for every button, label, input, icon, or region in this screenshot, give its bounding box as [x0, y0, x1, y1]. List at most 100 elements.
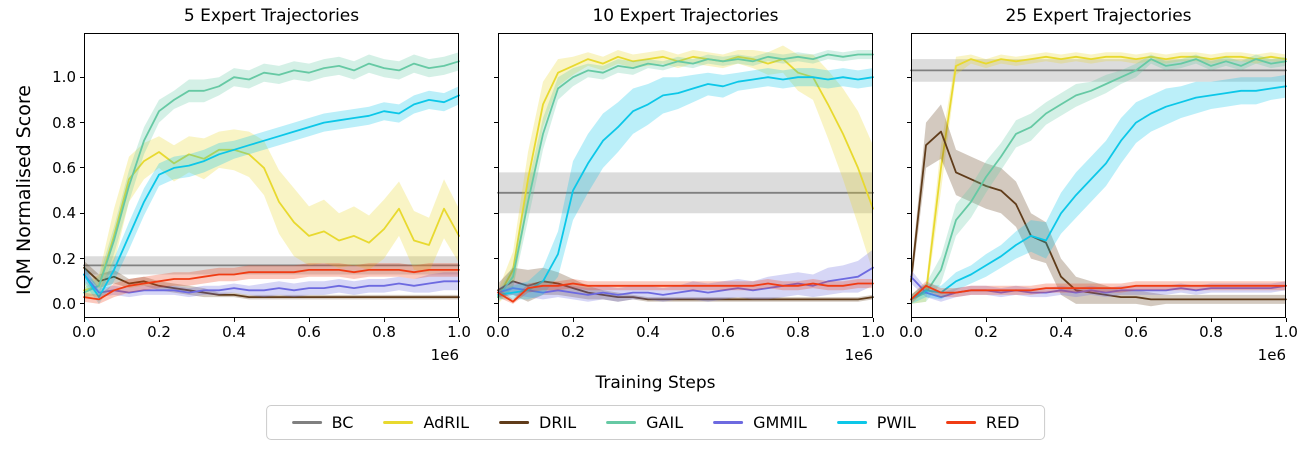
- adril-line: [83, 148, 460, 292]
- plot-title: 10 Expert Trajectories: [592, 6, 779, 26]
- y-tick: [907, 76, 911, 78]
- y-tick: [80, 212, 84, 214]
- y-tick: [494, 122, 498, 124]
- x-tick-label: 0.0: [486, 323, 510, 341]
- x-tick: [910, 318, 912, 322]
- x-tick: [722, 318, 724, 322]
- pwil-confidence-band: [84, 86, 459, 304]
- x-tick: [1135, 318, 1137, 322]
- x-tick: [797, 318, 799, 322]
- x-tick: [1060, 318, 1062, 322]
- gmmil-confidence-band: [84, 267, 459, 298]
- adril-confidence-band: [84, 129, 459, 298]
- x-tick-label: 0.4: [636, 323, 660, 341]
- legend-item-gmmil: GMMIL: [713, 413, 807, 432]
- dril-line: [83, 266, 460, 299]
- legend-item-adril: AdRIL: [383, 413, 469, 432]
- legend-item-red: RED: [945, 413, 1019, 432]
- y-tick: [80, 122, 84, 124]
- gail-line: [83, 60, 460, 294]
- y-tick-label: 0.0: [52, 294, 76, 313]
- red-confidence-band: [911, 281, 1286, 304]
- legend: BC AdRIL DRIL GAIL GMMIL PWIL RED: [265, 405, 1046, 440]
- pwil-line: [497, 76, 874, 296]
- y-tick-label: 0.8: [52, 113, 76, 132]
- legend-item-bc: BC: [291, 413, 354, 432]
- legend-swatch-gail: [606, 421, 637, 424]
- gail-line: [497, 53, 874, 299]
- x-axis-label: Training Steps: [595, 373, 716, 393]
- gmmil-confidence-band: [911, 269, 1286, 302]
- legend-swatch-red: [945, 421, 976, 424]
- red-line: [497, 282, 874, 303]
- y-tick-label: 0.2: [52, 249, 76, 268]
- gmmil-line: [83, 273, 460, 294]
- axes-frame: [911, 33, 1286, 318]
- gail-confidence-band: [911, 54, 1286, 304]
- x-tick: [233, 318, 235, 322]
- y-axis-label: IQM Normalised Score: [13, 85, 35, 295]
- subplot-5-expert-trajectories: 5 Expert Trajectories 0.0 0.2 0.4 0.6 0.8 1.0…: [52, 6, 471, 364]
- x-tick-label: 0.2: [561, 323, 585, 341]
- legend-item-dril: DRIL: [499, 413, 576, 432]
- y-tick: [80, 303, 84, 305]
- y-tick-label: 0.4: [52, 204, 76, 223]
- legend-item-pwil: PWIL: [836, 413, 916, 432]
- y-tick: [907, 122, 911, 124]
- legend-swatch-adril: [383, 421, 414, 424]
- legend-item-gail: GAIL: [606, 413, 683, 432]
- x-tick-label: 0.6: [711, 323, 735, 341]
- legend-label-dril: DRIL: [539, 413, 577, 432]
- y-tick: [907, 303, 911, 305]
- y-tick: [494, 76, 498, 78]
- gmmil-line: [497, 266, 874, 296]
- x-tick: [458, 318, 460, 322]
- dril-confidence-band: [84, 260, 459, 300]
- x-tick-label: 0.6: [297, 323, 321, 341]
- axes-frame: [84, 33, 459, 318]
- legend-label-gail: GAIL: [646, 413, 684, 432]
- y-tick: [494, 167, 498, 169]
- legend-label-bc: BC: [331, 413, 354, 432]
- x-tick: [647, 318, 649, 322]
- subplot-25-expert-trajectories: 25 Expert Trajectories 0.0 0.2 0.4 0.6 0.8 1.…: [899, 6, 1298, 364]
- y-tick: [907, 167, 911, 169]
- x-tick-label: 0.0: [899, 323, 923, 341]
- x-tick: [572, 318, 574, 322]
- x-tick: [158, 318, 160, 322]
- legend-label-gmmil: GMMIL: [753, 413, 807, 432]
- y-tick-label: 0.6: [52, 158, 76, 177]
- y-tick: [80, 167, 84, 169]
- x-tick-label: 0.8: [372, 323, 396, 341]
- x-tick: [872, 318, 874, 322]
- plot-canvas: [497, 33, 874, 318]
- pwil-line: [910, 85, 1287, 301]
- legend-swatch-gmmil: [713, 421, 744, 424]
- x-axis-offset-label: 1e6: [844, 346, 873, 364]
- gmmil-confidence-band: [498, 249, 873, 302]
- x-tick-label: 0.2: [974, 323, 998, 341]
- pwil-line: [83, 94, 460, 299]
- x-tick: [83, 318, 85, 322]
- x-tick: [497, 318, 499, 322]
- red-line: [910, 284, 1287, 301]
- dril-line: [497, 280, 874, 301]
- plot-canvas: [83, 33, 460, 318]
- legend-swatch-pwil: [836, 421, 867, 424]
- x-tick-label: 0.8: [786, 323, 810, 341]
- gail-line: [910, 58, 1287, 301]
- x-tick-label: 0.4: [222, 323, 246, 341]
- y-tick: [494, 303, 498, 305]
- plot-title: 25 Expert Trajectories: [1005, 6, 1192, 26]
- x-tick-label: 0.6: [1124, 323, 1148, 341]
- legend-swatch-bc: [291, 421, 322, 424]
- legend-label-pwil: PWIL: [876, 413, 916, 432]
- y-tick: [494, 212, 498, 214]
- x-tick-label: 1.0: [861, 323, 885, 341]
- axes-frame: [498, 33, 873, 318]
- y-tick-label: 1.0: [52, 68, 76, 87]
- x-tick: [985, 318, 987, 322]
- subplot-10-expert-trajectories: 10 Expert Trajectories 0.0 0.2 0.4 0.6 0.8 1.…: [486, 6, 885, 364]
- dril-confidence-band: [911, 104, 1286, 307]
